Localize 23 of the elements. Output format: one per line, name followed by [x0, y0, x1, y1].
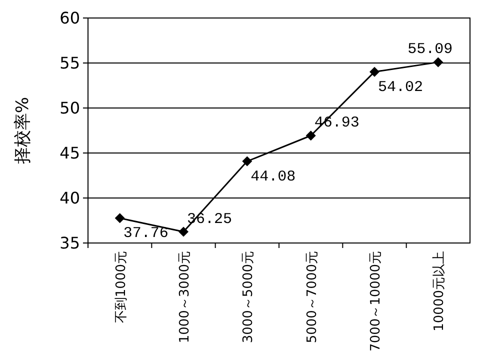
- point: [433, 57, 444, 68]
- x-tick-label: 1000～3000元: [178, 251, 192, 344]
- point: [370, 66, 380, 77]
- y-axis-title: 择校率%: [13, 96, 33, 164]
- y-tick-label: 50: [60, 98, 80, 118]
- data-label: 55.09: [408, 41, 453, 58]
- point: [178, 226, 188, 237]
- point: [242, 156, 252, 166]
- x-tick-label: 10000元以上: [432, 251, 448, 332]
- y-tick-label: 60: [60, 8, 80, 28]
- data-label: 44.08: [250, 168, 296, 186]
- x-tick-label: 7000～10000元: [368, 251, 384, 352]
- point: [306, 130, 316, 141]
- y-tick-label: 45: [60, 144, 80, 163]
- y-tick-label: 40: [60, 188, 80, 208]
- x-tick-label: 3000～5000元: [241, 251, 256, 344]
- point: [114, 213, 125, 224]
- y-tick-label: 55: [60, 54, 80, 73]
- x-tick-label: 5000～7000元: [304, 251, 320, 344]
- x-tick-label: 不到1000元: [114, 251, 129, 324]
- data-label: 37.76: [123, 225, 168, 242]
- data-label: 54.02: [378, 78, 424, 96]
- y-tick-label: 35: [60, 234, 80, 253]
